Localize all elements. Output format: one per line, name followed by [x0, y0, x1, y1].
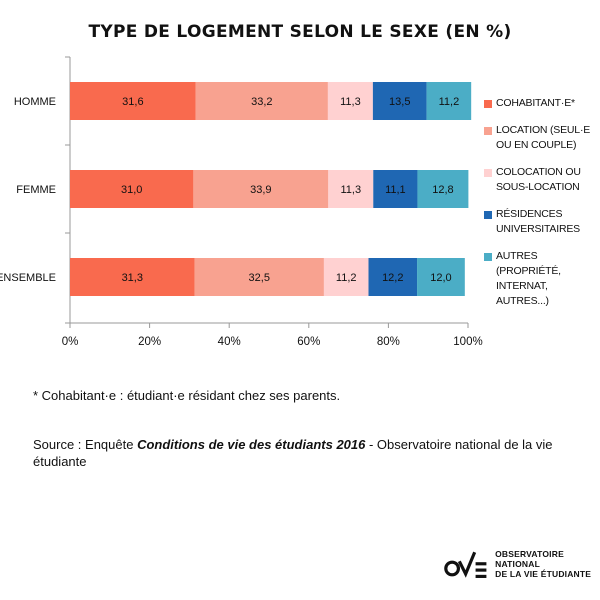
ove-logo: OBSERVATOIRE NATIONAL DE LA VIE ÉTUDIANT…	[444, 547, 600, 581]
bar-segment	[372, 82, 427, 120]
legend-swatch	[484, 211, 492, 219]
bar-segment	[426, 82, 472, 120]
data-label: 11,2	[336, 272, 357, 284]
category-label: HOMME	[14, 96, 56, 108]
category-label: FEMME	[16, 184, 56, 196]
data-label: 11,2	[439, 96, 460, 108]
data-label: 11,3	[340, 96, 361, 108]
source-survey-title: Conditions de vie des étudiants 2016	[137, 437, 366, 452]
data-label: 31,6	[122, 96, 143, 108]
bar-segment	[194, 258, 324, 296]
chart-title: TYPE DE LOGEMENT SELON LE SEXE (EN %)	[88, 22, 512, 42]
data-label: 33,9	[250, 184, 271, 196]
x-tick-label: 80%	[377, 336, 400, 348]
stacked-bar-chart: 0% 20% 40% 60% 80% 100% HOMME 31,6 33,2 11,3 13,5 1…	[0, 56, 483, 348]
legend-swatch	[484, 100, 492, 108]
data-label: 12,2	[382, 272, 403, 284]
data-label: 31,0	[121, 184, 142, 196]
bar-segment	[328, 170, 374, 208]
bar-segment	[417, 170, 469, 208]
data-label: 33,2	[251, 96, 272, 108]
bar-segment	[70, 82, 196, 120]
x-tick-label: 0%	[62, 336, 79, 348]
legend-swatch	[484, 127, 492, 135]
bar-segment	[193, 170, 329, 208]
bar-segment	[327, 82, 373, 120]
legend-swatch	[484, 253, 492, 261]
footnote: * Cohabitant·e : étudiant·e résidant che…	[33, 388, 341, 403]
legend-label: LOCATION (SEUL·E OU EN COUPLE)	[496, 124, 591, 151]
legend-label: AUTRES (PROPRIÉTÉ, INTERNAT, AUTRES...)	[496, 250, 561, 307]
legend-item: RÉSIDENCES UNIVERSITAIRES	[484, 207, 596, 237]
bar-segment	[368, 258, 418, 296]
x-tick-label: 60%	[297, 336, 320, 348]
legend-item: LOCATION (SEUL·E OU EN COUPLE)	[484, 123, 596, 153]
bar-segment	[417, 258, 465, 296]
legend-item: AUTRES (PROPRIÉTÉ, INTERNAT, AUTRES...)	[484, 249, 596, 309]
logo-line-1: OBSERVATOIRE NATIONAL	[495, 549, 564, 569]
source-prefix: Source : Enquête	[33, 437, 138, 452]
legend-swatch	[484, 169, 492, 177]
data-label: 32,5	[249, 272, 270, 284]
data-label: 13,5	[389, 96, 410, 108]
legend: COHABITANT·E* LOCATION (SEUL·E OU EN COUP…	[484, 96, 596, 321]
data-label: 12,8	[432, 184, 453, 196]
bar-segment	[70, 258, 195, 296]
bar-segment	[323, 258, 369, 296]
legend-label: COLOCATION OU SOUS-LOCATION	[496, 166, 581, 193]
legend-item: COHABITANT·E*	[484, 96, 596, 111]
x-tick-label: 100%	[453, 336, 482, 348]
bar-segment	[70, 170, 194, 208]
legend-item: COLOCATION OU SOUS-LOCATION	[484, 165, 596, 195]
logo-text: OBSERVATOIRE NATIONAL DE LA VIE ÉTUDIANT…	[495, 549, 600, 579]
legend-label: RÉSIDENCES UNIVERSITAIRES	[496, 208, 580, 235]
data-label: 31,3	[122, 272, 143, 284]
bar-segment	[373, 170, 418, 208]
legend-label: COHABITANT·E*	[496, 97, 575, 109]
x-tick-label: 40%	[218, 336, 241, 348]
ove-logo-mark-icon	[444, 551, 487, 578]
data-label: 11,1	[385, 184, 406, 196]
source-note: Source : Enquête Conditions de vie des é…	[33, 436, 573, 470]
x-tick-label: 20%	[138, 336, 161, 348]
bar-segment	[195, 82, 328, 120]
data-label: 12,0	[430, 272, 451, 284]
source-suffix: - Observatoire national de la vie étudia…	[33, 437, 553, 469]
category-label: ENSEMBLE	[0, 272, 56, 284]
logo-line-2: DE LA VIE ÉTUDIANTE	[495, 569, 592, 579]
data-label: 11,3	[340, 184, 361, 196]
